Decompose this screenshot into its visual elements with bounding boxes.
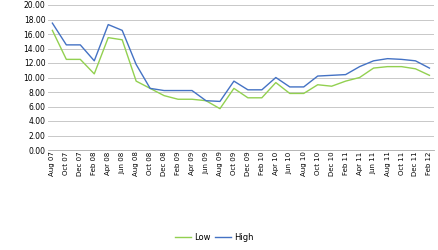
Line: Low: Low	[53, 30, 429, 109]
Low	[148, 87, 153, 90]
High	[301, 86, 306, 88]
Low	[385, 65, 390, 68]
High	[357, 65, 362, 68]
Low	[399, 65, 404, 68]
High	[78, 44, 83, 46]
High	[217, 100, 223, 103]
Low	[343, 80, 348, 82]
High	[120, 29, 125, 32]
Low	[315, 83, 320, 86]
Low	[231, 87, 237, 90]
High	[413, 59, 418, 62]
Low	[217, 107, 223, 110]
Low	[357, 76, 362, 79]
High	[343, 73, 348, 76]
High	[92, 59, 97, 62]
Low	[78, 58, 83, 61]
Legend: Low, High: Low, High	[171, 230, 257, 245]
High	[315, 74, 320, 78]
Line: High: High	[53, 23, 429, 102]
Low	[329, 85, 334, 88]
High	[259, 88, 265, 91]
High	[64, 44, 69, 46]
High	[287, 86, 293, 88]
Low	[413, 67, 418, 70]
Low	[245, 96, 251, 99]
Low	[162, 94, 167, 97]
High	[245, 88, 251, 91]
Low	[64, 58, 69, 61]
Low	[50, 29, 55, 32]
High	[176, 89, 181, 92]
Low	[287, 92, 293, 95]
High	[329, 74, 334, 77]
High	[162, 89, 167, 92]
High	[385, 57, 390, 60]
Low	[427, 74, 432, 77]
Low	[301, 92, 306, 95]
High	[231, 80, 237, 82]
Low	[106, 36, 111, 39]
Low	[371, 66, 376, 70]
High	[371, 59, 376, 62]
High	[427, 66, 432, 70]
Low	[203, 99, 208, 102]
High	[273, 76, 279, 79]
High	[189, 89, 194, 92]
Low	[273, 81, 279, 84]
Low	[176, 98, 181, 101]
Low	[259, 96, 265, 99]
Low	[120, 38, 125, 41]
High	[134, 63, 139, 66]
Low	[134, 80, 139, 82]
High	[399, 58, 404, 61]
High	[203, 99, 208, 102]
Low	[92, 72, 97, 76]
High	[148, 87, 153, 90]
Low	[189, 98, 194, 101]
High	[50, 22, 55, 25]
High	[106, 23, 111, 26]
